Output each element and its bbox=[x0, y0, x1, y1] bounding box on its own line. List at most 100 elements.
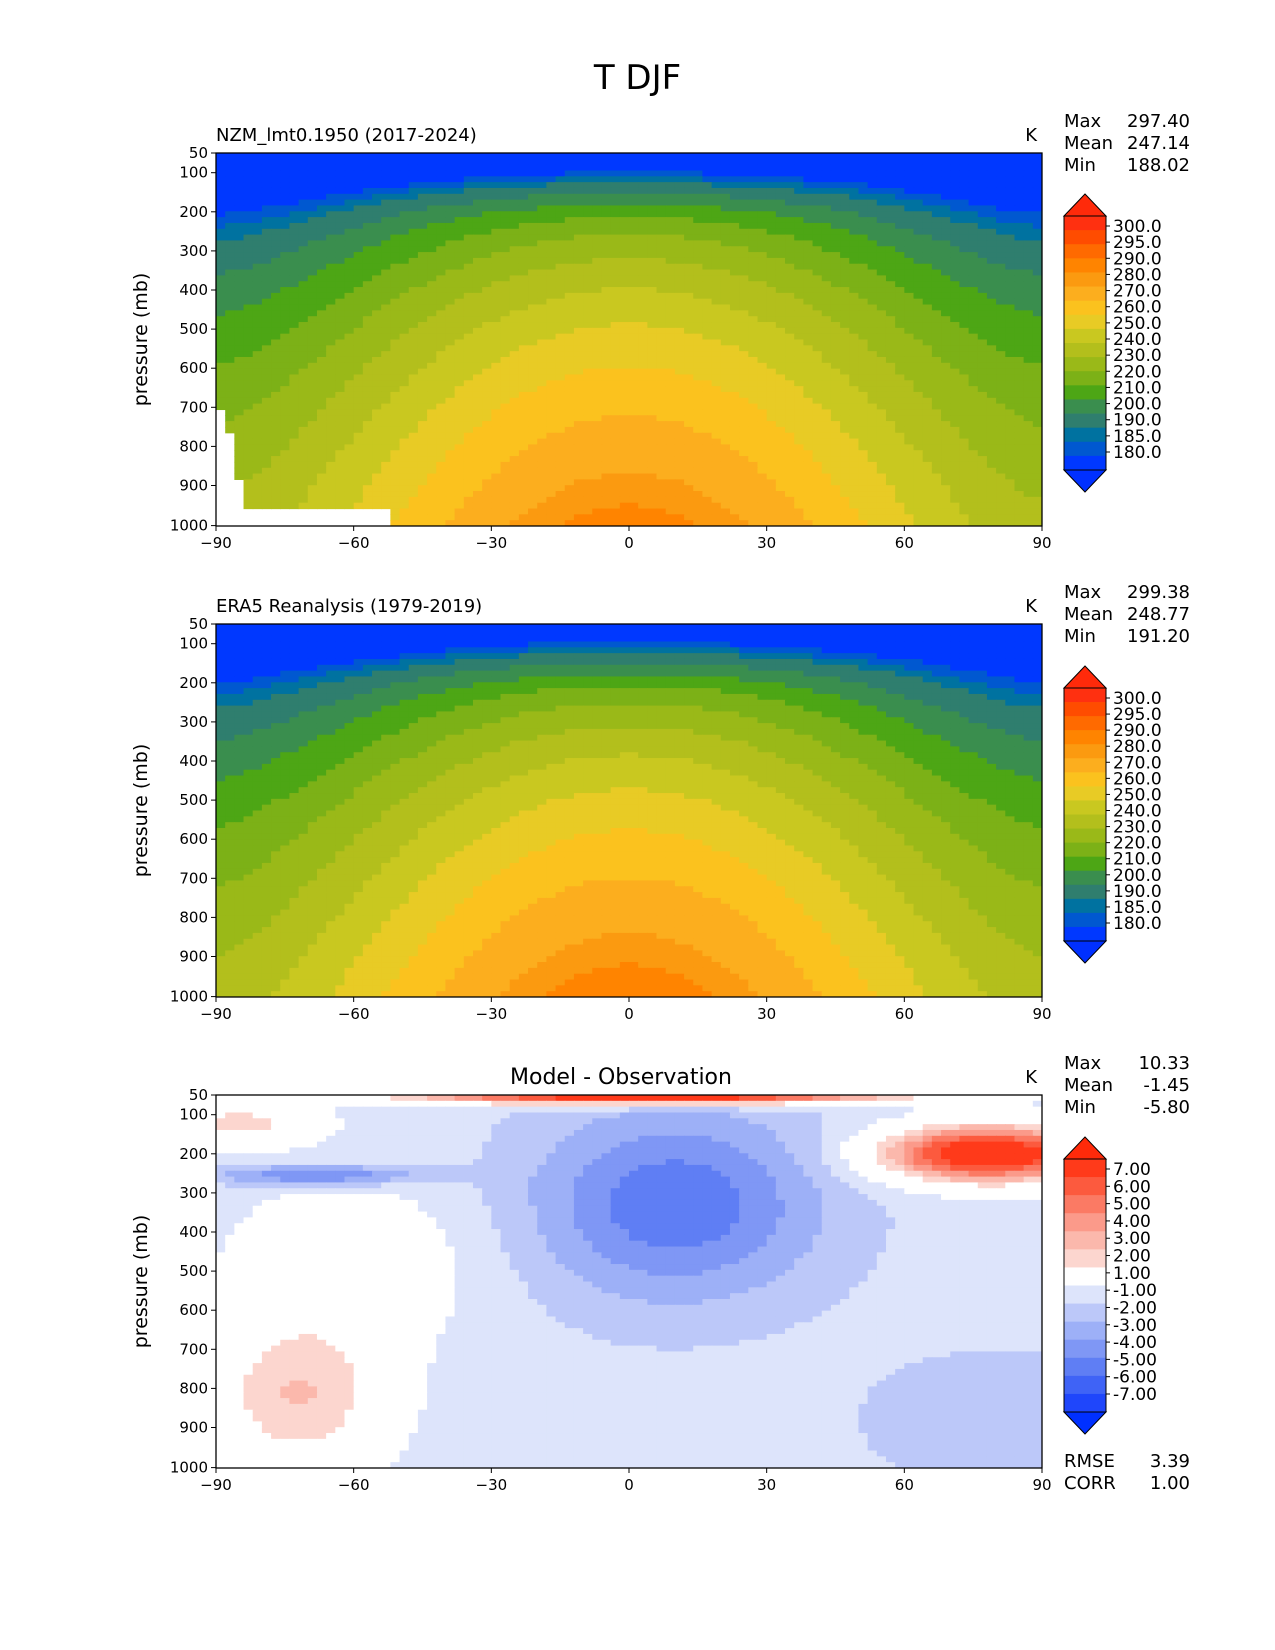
colorbar-swatch bbox=[1064, 856, 1106, 872]
colorbar-swatch bbox=[1064, 216, 1106, 231]
colorbar-label: 295.0 bbox=[1113, 705, 1162, 725]
colorbar-bottom-arrow bbox=[1062, 940, 1108, 964]
x-tick-label: 60 bbox=[895, 1476, 914, 1494]
y-tick-label: 600 bbox=[179, 1301, 208, 1319]
y-tick-label: 1000 bbox=[170, 1459, 208, 1477]
stat-label: Min bbox=[1064, 1097, 1096, 1118]
panel-title: NZM_lmt0.1950 (2017-2024) bbox=[216, 125, 477, 146]
colorbar-swatch bbox=[1064, 688, 1106, 703]
y-tick-label: 800 bbox=[179, 908, 208, 926]
y-axis-label: pressure (mb) bbox=[130, 744, 152, 878]
x-tick-label: 60 bbox=[895, 1005, 914, 1023]
y-tick-label: 200 bbox=[179, 674, 208, 692]
colorbar-label: 260.0 bbox=[1113, 769, 1162, 789]
y-tick-label: 200 bbox=[179, 1145, 208, 1163]
stat-label: Max bbox=[1064, 582, 1102, 603]
colorbar-swatch bbox=[1064, 1249, 1106, 1268]
x-tick-label: 90 bbox=[1032, 534, 1051, 552]
y-tick-label: 700 bbox=[179, 398, 208, 416]
stat-value: 188.02 bbox=[1127, 155, 1190, 176]
x-tick-label: 30 bbox=[757, 1005, 776, 1023]
colorbar-label: 7.00 bbox=[1113, 1160, 1151, 1180]
contour-field bbox=[216, 624, 1042, 997]
colorbar-label: 5.00 bbox=[1113, 1195, 1151, 1215]
colorbar-label: 270.0 bbox=[1113, 753, 1162, 773]
colorbar-label: 300.0 bbox=[1113, 217, 1162, 237]
x-tick-label: 0 bbox=[624, 1005, 634, 1023]
y-tick-label: 50 bbox=[189, 144, 208, 162]
y-tick-label: 100 bbox=[179, 635, 208, 653]
colorbar-swatch bbox=[1064, 758, 1106, 773]
colorbar-label: 250.0 bbox=[1113, 314, 1162, 334]
colorbar-swatch bbox=[1064, 1177, 1106, 1196]
colorbar-swatch bbox=[1064, 371, 1106, 386]
colorbar-label: 210.0 bbox=[1113, 378, 1162, 398]
colorbar-top-arrow bbox=[1062, 193, 1108, 217]
y-tick-label: 700 bbox=[179, 1340, 208, 1358]
colorbar-label: -1.00 bbox=[1113, 1281, 1157, 1301]
x-tick-label: 0 bbox=[624, 1476, 634, 1494]
colorbar-label: 220.0 bbox=[1113, 362, 1162, 382]
y-tick-label: 900 bbox=[179, 477, 208, 495]
colorbar-swatch bbox=[1064, 385, 1106, 400]
colorbar-swatch bbox=[1064, 870, 1106, 886]
units-label: K bbox=[1025, 125, 1038, 146]
colorbar-swatch bbox=[1064, 314, 1106, 330]
contour-field bbox=[216, 153, 1042, 526]
colorbar-label: 290.0 bbox=[1113, 249, 1162, 269]
stat-value: -5.80 bbox=[1143, 1097, 1190, 1118]
panel-title: ERA5 Reanalysis (1979-2019) bbox=[216, 596, 482, 617]
colorbar-label: -5.00 bbox=[1113, 1350, 1157, 1370]
colorbar-label: 180.0 bbox=[1113, 914, 1162, 934]
y-tick-label: 300 bbox=[179, 713, 208, 731]
x-tick-label: 0 bbox=[624, 534, 634, 552]
colorbar-swatch bbox=[1064, 399, 1106, 414]
stat-label: Min bbox=[1064, 155, 1096, 176]
colorbar-swatch bbox=[1064, 884, 1106, 900]
colorbar-swatch bbox=[1064, 1195, 1106, 1214]
x-tick-label: 30 bbox=[757, 1476, 776, 1494]
colorbar-swatch bbox=[1064, 427, 1106, 443]
colorbar-frame bbox=[1063, 1158, 1107, 1413]
colorbar-label: 270.0 bbox=[1113, 282, 1162, 302]
y-tick-label: 1000 bbox=[170, 517, 208, 535]
stat-label: Min bbox=[1064, 626, 1096, 647]
colorbar-swatch bbox=[1064, 702, 1106, 717]
stat-label: Mean bbox=[1064, 133, 1113, 154]
colorbar-swatch bbox=[1064, 413, 1106, 429]
y-tick-label: 100 bbox=[179, 164, 208, 182]
colorbar-label: 260.0 bbox=[1113, 298, 1162, 318]
colorbar-label: 190.0 bbox=[1113, 411, 1162, 431]
x-tick-label: −30 bbox=[476, 1005, 508, 1023]
colorbar-label: 3.00 bbox=[1113, 1229, 1151, 1249]
colorbar-swatch bbox=[1064, 744, 1106, 759]
colorbar-label: 1.00 bbox=[1113, 1264, 1151, 1284]
colorbar-swatch bbox=[1064, 1357, 1106, 1377]
colorbar-label: -7.00 bbox=[1113, 1385, 1157, 1405]
y-tick-label: 400 bbox=[179, 1223, 208, 1241]
colorbar-label: 280.0 bbox=[1113, 737, 1162, 757]
colorbar-swatch bbox=[1064, 828, 1106, 844]
colorbar-swatch bbox=[1064, 258, 1106, 273]
stat-label: CORR bbox=[1064, 1473, 1116, 1494]
colorbar-swatch bbox=[1064, 772, 1106, 787]
x-tick-label: 90 bbox=[1032, 1476, 1051, 1494]
colorbar-label: -2.00 bbox=[1113, 1298, 1157, 1318]
y-tick-label: 800 bbox=[179, 1379, 208, 1397]
y-tick-label: 300 bbox=[179, 1184, 208, 1202]
y-tick-label: 600 bbox=[179, 830, 208, 848]
colorbar-swatch bbox=[1064, 1393, 1106, 1413]
stat-value: 297.40 bbox=[1127, 111, 1190, 132]
colorbar-swatch bbox=[1064, 800, 1106, 815]
colorbar-swatch bbox=[1064, 730, 1106, 745]
stat-value: 3.39 bbox=[1150, 1451, 1190, 1472]
x-tick-label: −90 bbox=[200, 534, 232, 552]
contour-field bbox=[216, 1095, 1042, 1468]
x-tick-label: 60 bbox=[895, 534, 914, 552]
stat-value: 247.14 bbox=[1127, 133, 1190, 154]
colorbar-label: 210.0 bbox=[1113, 850, 1162, 870]
y-tick-label: 900 bbox=[179, 948, 208, 966]
colorbar-swatch bbox=[1064, 1321, 1106, 1341]
stat-label: Mean bbox=[1064, 1075, 1113, 1096]
